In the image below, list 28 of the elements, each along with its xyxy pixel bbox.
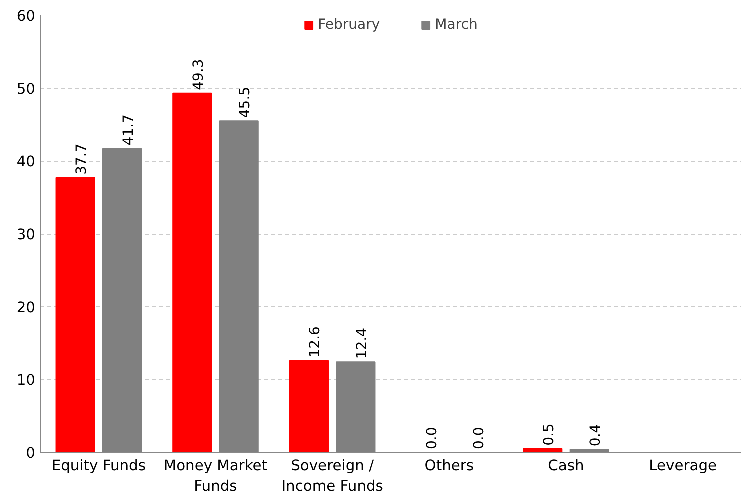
bar xyxy=(56,177,96,452)
legend-label: February xyxy=(318,17,380,33)
bar xyxy=(172,92,212,452)
x-tick-label: Money Market Funds xyxy=(164,458,268,495)
y-tick-label: 50 xyxy=(16,80,36,98)
x-tick-label: Cash xyxy=(548,458,584,474)
y-tick-label: 0 xyxy=(26,445,36,462)
data-label: 0.0 xyxy=(471,427,488,450)
x-tick-label: Sovereign / Income Funds xyxy=(282,458,384,495)
data-label: 41.7 xyxy=(120,114,137,146)
data-label: 0.5 xyxy=(541,424,558,446)
x-tick-label: Leverage xyxy=(649,458,718,474)
data-label: 0.4 xyxy=(588,424,604,447)
y-tick-label: 10 xyxy=(16,372,36,390)
data-label: 12.6 xyxy=(308,326,324,358)
y-tick-label: 30 xyxy=(16,226,36,244)
y-tick-label: 20 xyxy=(16,299,36,316)
data-label: 0.0 xyxy=(424,427,441,450)
y-tick-label: 40 xyxy=(16,154,36,171)
y-tick-label: 60 xyxy=(16,8,36,25)
data-label: 49.3 xyxy=(190,59,207,90)
legend-label: March xyxy=(435,17,478,33)
data-label: 12.4 xyxy=(354,328,370,360)
bar xyxy=(289,360,329,452)
data-label: 45.5 xyxy=(238,86,254,118)
data-label: 37.7 xyxy=(74,144,90,175)
x-tick-label: Others xyxy=(424,458,474,474)
x-tick-label: Equity Funds xyxy=(52,458,146,474)
